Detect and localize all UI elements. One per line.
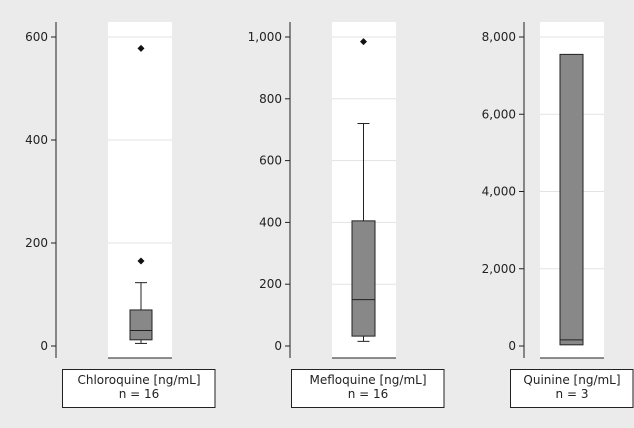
box-iqr bbox=[559, 53, 584, 346]
y-tick-label: 1,000 bbox=[248, 30, 282, 44]
y-tick-label: 8,000 bbox=[482, 30, 516, 44]
panel-label-box bbox=[291, 369, 445, 408]
panel-label-box bbox=[510, 369, 634, 408]
y-tick-label: 600 bbox=[25, 30, 48, 44]
y-tick-label: 800 bbox=[259, 92, 282, 106]
y-tick-label: 400 bbox=[25, 133, 48, 147]
box-iqr bbox=[351, 220, 376, 337]
y-tick-label: 200 bbox=[25, 236, 48, 250]
outlier-point bbox=[137, 44, 145, 52]
y-tick-label: 0 bbox=[508, 339, 516, 353]
panel-n-label: n = 3 bbox=[556, 387, 589, 401]
y-tick-label: 4,000 bbox=[482, 185, 516, 199]
box-iqr bbox=[129, 309, 153, 341]
outlier-point bbox=[360, 38, 367, 46]
y-tick-label: 200 bbox=[259, 277, 282, 291]
outlier-point bbox=[137, 257, 145, 265]
panel-chloroquine: 0 200 400 600 Chloroquine [ng/mL]n = 16 bbox=[25, 22, 216, 408]
plot-area bbox=[108, 22, 172, 358]
y-tick-label: 0 bbox=[274, 339, 282, 353]
panel-label: Chloroquine [ng/mL] bbox=[77, 373, 200, 387]
panel-label: Mefloquine [ng/mL] bbox=[310, 373, 427, 387]
y-tick-label: 2,000 bbox=[482, 262, 516, 276]
y-tick-label: 400 bbox=[259, 215, 282, 229]
panel-n-label: n = 16 bbox=[119, 387, 160, 401]
y-tick-label: 600 bbox=[259, 154, 282, 168]
panel-quinine: 0 2,000 4,000 6,000 8,000 Quinine [ng/mL]n = … bbox=[482, 22, 634, 408]
panel-label: Quinine [ng/mL] bbox=[523, 373, 620, 387]
panel-label-box bbox=[62, 369, 216, 408]
y-tick-label: 0 bbox=[40, 339, 48, 353]
panel-mefloquine: 0 200 400 600 800 1,000 Mefloquine [ng/mL]n = … bbox=[248, 22, 445, 408]
y-tick-label: 6,000 bbox=[482, 107, 516, 121]
panel-n-label: n = 16 bbox=[348, 387, 389, 401]
